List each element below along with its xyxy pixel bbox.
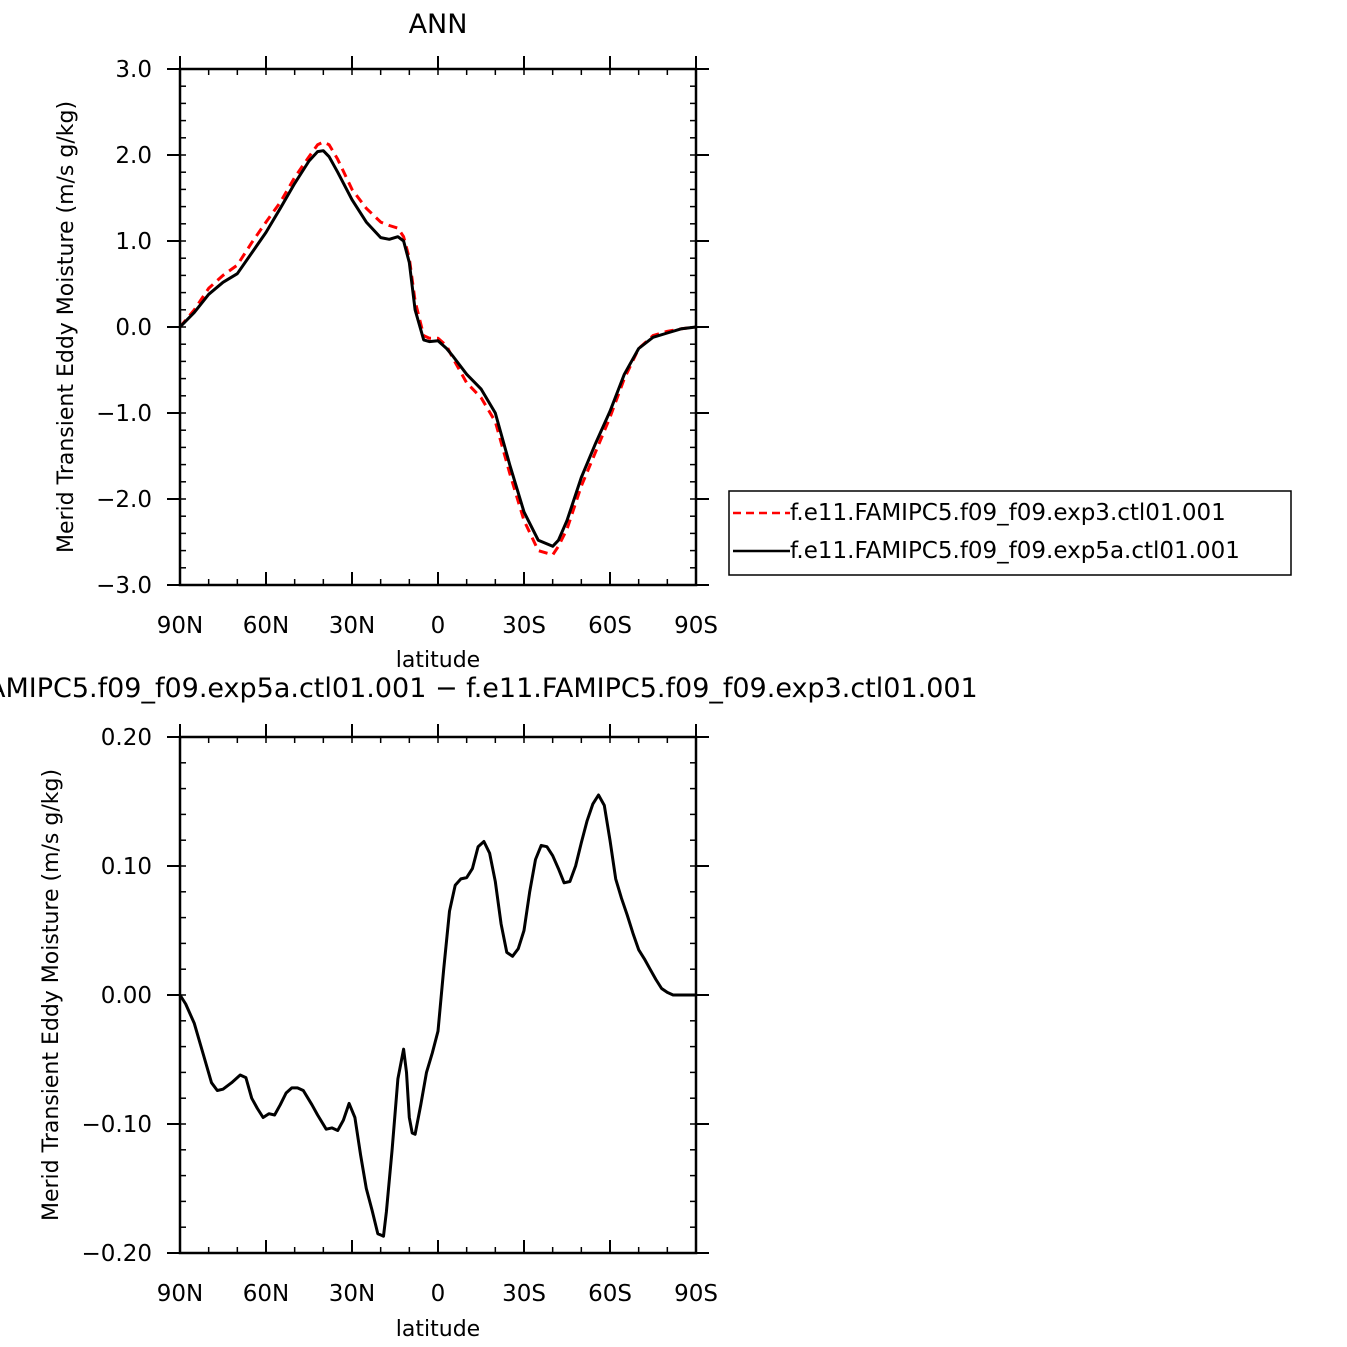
top-plot-frame [178,67,698,587]
top-x-tick-label: 90S [674,613,718,639]
bottom-x-tick-label: 30S [502,1281,546,1307]
bottom-series-line-1 [178,793,698,1238]
top-x-tick-label: 90N [157,613,203,639]
top-y-tick-label: 1.0 [115,229,152,255]
legend-frame [728,490,1292,576]
top-chart-title: ANN [409,9,468,40]
top-x-tick-label: 60S [588,613,632,639]
top-x-tick-label: 30N [329,613,375,639]
top-y-tick-label: 3.0 [115,57,152,83]
bottom-x-axis-label: latitude [396,1317,480,1342]
bottom-y-tick-label: 0.10 [101,854,152,880]
legend-label-exp: f.e11.FAMIPC5.f09_f09.exp5a.ctl01.001 [790,538,1240,564]
top-x-axis-label: latitude [396,648,480,673]
bottom-plot-frame [178,735,698,1255]
bottom-chart-ticks: 90N 60N 30N 0 30S 60S 90S −0.20 −0.10 0.00 0.10 0.2… [82,724,718,1307]
bottom-y-axis-label: Merid Transient Eddy Moisture (m/s g/kg) [39,769,64,1221]
top-y-tick-label: −3.0 [96,573,152,599]
bottom-x-tick-label: 90S [674,1281,718,1307]
top-x-tick-label: 0 [431,613,446,639]
bottom-x-tick-label: 0 [431,1281,446,1307]
top-series-line-2 [178,149,698,548]
bottom-chart-series [178,793,698,1238]
top-chart-ticks: 90N 60N 30N 0 30S 60S 90S −3.0 −2.0 −1.0 0.0 1.0 2.0… [96,56,718,639]
top-x-tick-label: 30S [502,613,546,639]
top-chart-series [178,140,698,557]
legend-label-ctl: f.e11.FAMIPC5.f09_f09.exp3.ctl01.001 [790,500,1226,526]
bottom-x-tick-label: 90N [157,1281,203,1307]
legend: f.e11.FAMIPC5.f09_f09.exp3.ctl01.001 f.e… [728,490,1292,576]
bottom-x-tick-label: 60N [243,1281,289,1307]
bottom-y-tick-label: −0.20 [82,1241,152,1267]
top-y-tick-label: 0.0 [115,315,152,341]
bottom-chart-title: f.e11.FAMIPC5.f09_f09.exp5a.ctl01.001 − … [0,673,978,704]
top-x-tick-label: 60N [243,613,289,639]
bottom-x-tick-label: 30N [329,1281,375,1307]
top-y-axis-label: Merid Transient Eddy Moisture (m/s g/kg) [54,101,79,553]
bottom-y-tick-label: −0.10 [82,1112,152,1138]
bottom-y-tick-label: 0.00 [101,983,152,1009]
top-y-tick-label: −2.0 [96,487,152,513]
bottom-x-tick-label: 60S [588,1281,632,1307]
top-series-line-1 [178,140,697,557]
top-y-tick-label: −1.0 [96,401,152,427]
top-y-tick-label: 2.0 [115,143,152,169]
bottom-y-tick-label: 0.20 [101,725,152,751]
